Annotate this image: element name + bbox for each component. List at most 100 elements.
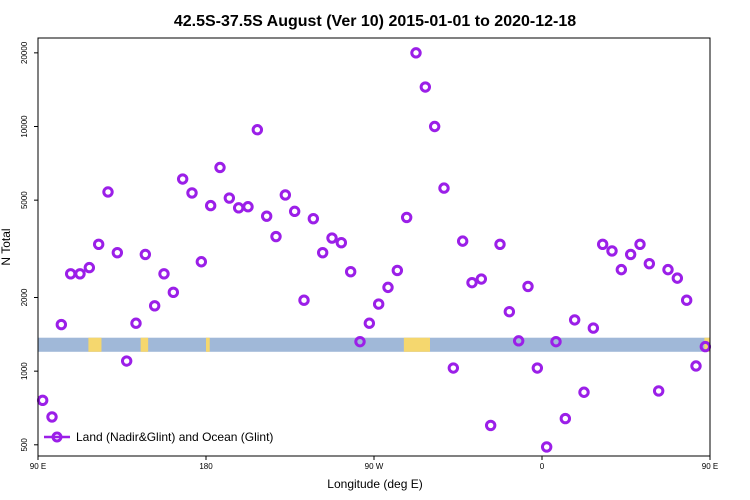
data-point [36,394,49,407]
data-point [74,268,86,280]
data-point [475,273,488,285]
data-point [503,305,516,318]
data-point [484,419,497,432]
data-point [615,263,628,276]
data-point [251,124,264,136]
data-point [335,237,348,249]
data-point [120,355,133,367]
data-point [568,314,581,326]
data-point [419,81,432,93]
data-point [363,317,376,329]
data-point [559,412,572,425]
data-point [279,189,292,201]
data-point [391,264,404,277]
data-point [680,294,693,306]
legend: Land (Nadir&Glint) and Ocean (Glint) [44,430,273,444]
data-point [428,120,441,133]
data-point [372,298,385,310]
legend-marker [51,431,63,443]
data-point [606,245,618,257]
y-tick-label: 1000 [20,362,29,380]
data-point [288,205,301,218]
data-point [382,281,394,294]
data-point [410,47,422,59]
band-land-segment [704,337,710,352]
data-point [466,276,478,289]
data-point [494,238,506,250]
data-point [326,232,338,244]
data-point [232,202,245,214]
plot-frame [37,37,711,457]
x-tick-label: 0 [540,462,545,471]
data-point [400,211,413,224]
data-point [690,360,702,372]
x-tick-label: 90 W [365,462,384,471]
band-land-segment [403,337,430,352]
data-point [634,238,646,250]
data-point [316,246,329,259]
data-point [158,268,170,280]
y-tick-label: 2000 [20,288,29,306]
data-point [512,335,525,347]
data-point [204,199,217,212]
data-point [643,257,656,270]
y-tick-label: 5000 [20,191,29,209]
data-point [596,238,609,250]
data-point [139,248,152,261]
data-point [46,411,58,423]
data-point [83,261,96,274]
band-ocean [38,337,710,352]
y-axis-label: N Total [0,228,13,265]
data-point [624,248,637,261]
x-tick-label: 90 E [30,462,46,471]
data-point [195,256,208,268]
data-point [652,385,665,397]
data-point [531,362,544,374]
x-axis-ticks: 90 E 180 90 W 0 90 E [30,456,718,471]
data-point [102,186,114,198]
data-series [36,47,712,453]
y-tick-label: 10000 [20,115,29,138]
data-point [260,210,273,222]
data-point [148,300,161,312]
data-point [307,212,320,225]
y-tick-label: 20000 [20,41,29,64]
data-point [242,201,254,213]
x-tick-label: 90 E [702,462,718,471]
data-point [270,230,282,243]
data-point [130,317,142,329]
data-point [92,238,105,250]
data-point [64,268,77,280]
data-point [456,235,469,247]
data-point [111,246,124,259]
data-point [587,322,600,334]
data-point [438,182,450,194]
surface-band [38,337,710,352]
data-point [214,161,226,174]
data-point [578,386,590,398]
x-tick-label: 180 [199,462,213,471]
data-point [344,265,357,278]
band-land-segment [140,337,149,352]
data-point [447,362,460,374]
data-point [671,272,684,284]
data-point [662,263,674,276]
data-point [540,441,553,453]
x-axis-label: Longitude (deg E) [327,477,422,491]
data-point [167,286,180,299]
legend-label: Land (Nadir&Glint) and Ocean (Glint) [76,430,273,444]
data-point [186,187,198,199]
band-land-segment [88,337,102,352]
data-point [176,173,189,185]
y-tick-label: 500 [20,438,29,452]
data-point [522,280,534,293]
data-point [223,192,236,204]
chart-title: 42.5S-37.5S August (Ver 10) 2015-01-01 t… [174,13,576,30]
data-point [354,335,366,348]
data-point [298,294,310,306]
y-axis-ticks: 500 1000 2000 5000 10000 20000 [20,41,38,451]
data-point [550,335,562,348]
band-land-segment [206,337,210,352]
data-point [55,318,68,331]
